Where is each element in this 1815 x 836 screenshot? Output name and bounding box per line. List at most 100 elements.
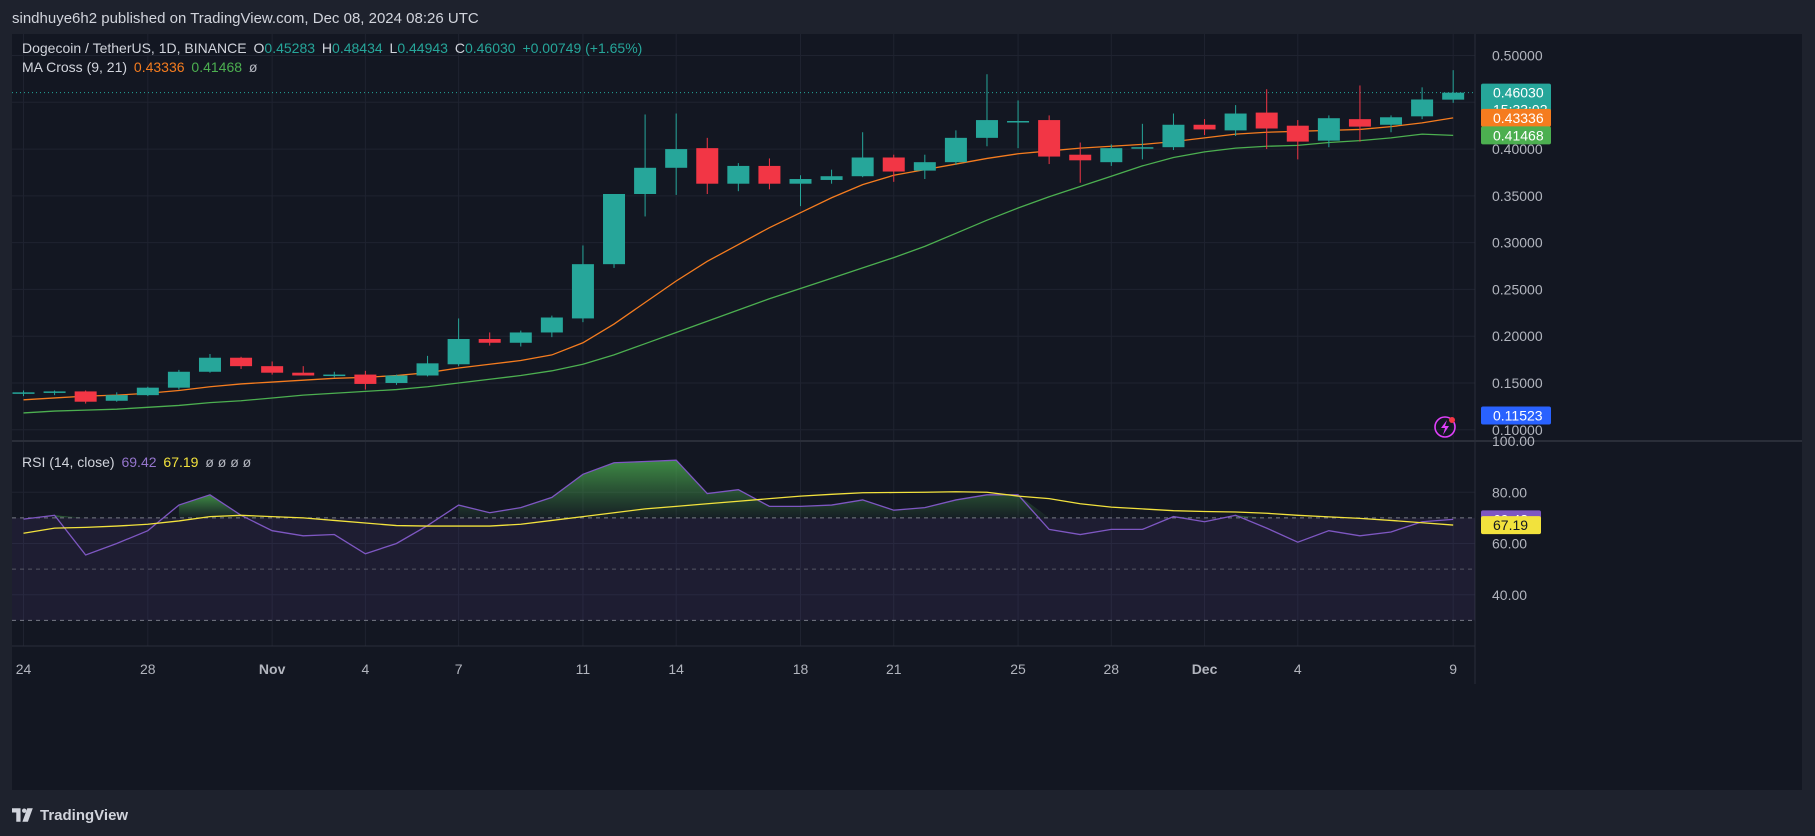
candle-up	[385, 375, 408, 383]
candle-down	[354, 374, 377, 384]
tradingview-logo-icon	[12, 808, 33, 822]
time-tick-label: 14	[668, 661, 684, 677]
candle-up	[416, 363, 439, 376]
candle-up	[447, 339, 470, 365]
candle-down	[696, 148, 719, 184]
candle-up	[603, 193, 626, 265]
candle-up	[323, 374, 346, 377]
candle-down	[882, 157, 905, 172]
candle-up	[1317, 118, 1340, 141]
price-tick-label: 0.50000	[1492, 48, 1543, 64]
rsi-overbought-fill	[178, 494, 273, 518]
ma-fast-value: 0.43336	[133, 59, 185, 75]
price-tag: 0.43336	[1481, 108, 1551, 127]
candle-down	[1255, 112, 1278, 129]
open-key: O	[253, 40, 265, 56]
time-tick-label: 9	[1449, 661, 1457, 677]
rsi-overbought-fill	[54, 515, 86, 518]
rsi-ma-value: 67.19	[163, 454, 199, 470]
lightning-icon-bolt	[1441, 420, 1449, 435]
low-key: L	[389, 40, 398, 56]
open-value: 0.45283	[264, 40, 316, 56]
rsi-ma-line	[23, 491, 1454, 534]
rsi-legend[interactable]: RSI (14, close) 69.42 67.19 ø ø ø ø	[22, 454, 254, 470]
chart-container[interactable]: 0.10000 0.15000 0.20000 0.25000 0.30000 0.350…	[12, 34, 1802, 790]
time-tick-label: 28	[1104, 661, 1120, 677]
candle-up	[167, 371, 190, 388]
candle-down	[1069, 154, 1092, 161]
price-tag: 0.41468	[1481, 126, 1551, 145]
rsi-tag-box	[1481, 516, 1541, 535]
price-tick-label: 0.25000	[1492, 281, 1543, 297]
candle-up	[820, 176, 843, 180]
time-tick-label: Nov	[259, 661, 286, 677]
time-axis-labels: 24 28 Nov 4 7 11 14 18 21 25 28 Dec 4 9	[16, 661, 1458, 677]
price-tag-box	[1481, 406, 1551, 425]
rsi-tick-label: 40.00	[1492, 587, 1527, 603]
time-tick-label: 7	[455, 661, 463, 677]
candle-up	[1131, 147, 1154, 149]
tradingview-brand[interactable]: TradingView	[12, 804, 128, 826]
candle-down	[1348, 119, 1371, 127]
publisher-text: sindhuye6h2 published on TradingView.com…	[12, 10, 479, 27]
time-tick-label: 18	[793, 661, 809, 677]
brand-name: TradingView	[40, 806, 129, 824]
candle-up	[136, 387, 159, 396]
price-tag-box	[1481, 108, 1551, 127]
candle-down	[1038, 120, 1061, 157]
candle-down	[1193, 124, 1216, 130]
price-tag-label: 0.41468	[1493, 127, 1544, 143]
time-tick-label: 24	[16, 661, 32, 677]
candle-down	[478, 339, 501, 343]
rsi-tick-label: 60.00	[1492, 536, 1527, 552]
time-tick-label: 4	[361, 661, 369, 677]
price-tick-label: 0.20000	[1492, 328, 1543, 344]
low-value: 0.44943	[397, 40, 448, 56]
candle-up	[665, 149, 688, 168]
candle-up	[571, 264, 594, 319]
rsi-extra-values: ø ø ø ø	[205, 454, 252, 470]
price-axis-labels: 0.10000 0.15000 0.20000 0.25000 0.30000 0.350…	[1492, 48, 1543, 438]
candle-up	[727, 165, 750, 184]
rsi-line	[23, 459, 1454, 556]
main-legend: Dogecoin / TetherUS, 1D, BINANCE O0.4528…	[22, 40, 645, 56]
candle-up	[975, 120, 998, 138]
candle-up	[1162, 124, 1185, 148]
candle-up	[43, 391, 66, 393]
rsi-tag-label: 67.19	[1493, 517, 1528, 533]
close-key: C	[454, 40, 465, 56]
rsi-overbought-fill	[458, 460, 1050, 518]
price-tag: 0.11523	[1481, 406, 1551, 425]
price-tick-label: 0.40000	[1492, 141, 1543, 157]
lightning-icon-ring	[1434, 416, 1456, 438]
time-tick-label: Dec	[1192, 661, 1218, 677]
candle-down	[758, 165, 781, 184]
rsi-pane: 100.00 80.00 60.00 40.00 69.42 67.19	[12, 433, 1541, 621]
ma-fast-line	[23, 117, 1454, 401]
price-tick-label: 0.35000	[1492, 188, 1543, 204]
close-value: 0.46030	[464, 40, 516, 56]
time-tick-label: 25	[1010, 661, 1026, 677]
rsi-tick-label: 80.00	[1492, 484, 1527, 500]
candle-up	[509, 332, 532, 343]
chart-canvas[interactable]: 0.10000 0.15000 0.20000 0.25000 0.30000 0.350…	[12, 34, 1802, 790]
ma-extra-value: ø	[248, 59, 258, 75]
symbol-title[interactable]: Dogecoin / TetherUS, 1D, BINANCE	[22, 40, 247, 56]
high-value: 0.48434	[332, 40, 383, 56]
candle-up	[1380, 117, 1403, 125]
rsi-tick-label: 100.00	[1492, 433, 1535, 449]
lightning-icon[interactable]	[1434, 416, 1456, 438]
candle-up	[1224, 113, 1247, 131]
candle-up	[634, 167, 657, 194]
candle-down	[74, 391, 97, 402]
candle-up	[1007, 121, 1030, 123]
candle-up	[1100, 148, 1123, 163]
time-tick-label: 21	[886, 661, 902, 677]
lightning-icon-badge	[1449, 417, 1455, 423]
ma-cross-label: MA Cross (9, 21)	[22, 59, 128, 75]
ma-legend[interactable]: MA Cross (9, 21) 0.43336 0.41468 ø	[22, 59, 260, 75]
candle-up	[851, 157, 874, 177]
price-tick-label: 0.30000	[1492, 235, 1543, 251]
price-tick-label: 0.15000	[1492, 375, 1543, 391]
candles	[12, 70, 1465, 404]
